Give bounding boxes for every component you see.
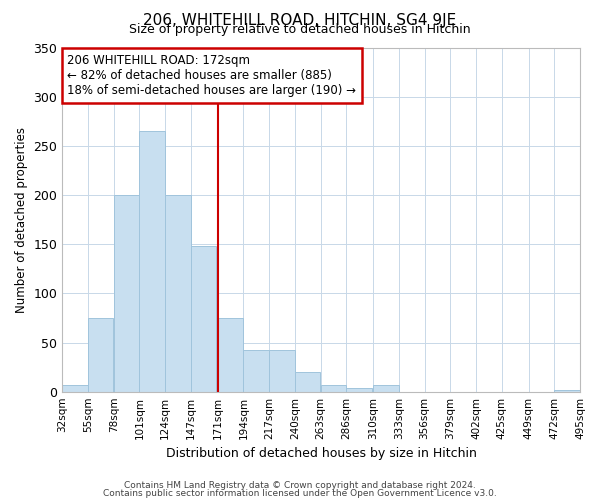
- Text: Contains HM Land Registry data © Crown copyright and database right 2024.: Contains HM Land Registry data © Crown c…: [124, 480, 476, 490]
- Bar: [62, 385, 88, 392]
- Bar: [295, 372, 320, 392]
- Bar: [373, 385, 398, 392]
- Bar: [139, 131, 165, 392]
- Bar: [269, 350, 295, 392]
- Bar: [165, 195, 191, 392]
- Text: Contains public sector information licensed under the Open Government Licence v3: Contains public sector information licen…: [103, 489, 497, 498]
- Bar: [218, 318, 243, 392]
- Text: 206 WHITEHILL ROAD: 172sqm
← 82% of detached houses are smaller (885)
18% of sem: 206 WHITEHILL ROAD: 172sqm ← 82% of deta…: [67, 54, 356, 98]
- Text: Size of property relative to detached houses in Hitchin: Size of property relative to detached ho…: [129, 22, 471, 36]
- Text: 206, WHITEHILL ROAD, HITCHIN, SG4 9JE: 206, WHITEHILL ROAD, HITCHIN, SG4 9JE: [143, 12, 457, 28]
- X-axis label: Distribution of detached houses by size in Hitchin: Distribution of detached houses by size …: [166, 447, 476, 460]
- Bar: [114, 195, 139, 392]
- Bar: [191, 246, 216, 392]
- Y-axis label: Number of detached properties: Number of detached properties: [15, 126, 28, 312]
- Bar: [554, 390, 580, 392]
- Bar: [320, 385, 346, 392]
- Bar: [88, 318, 113, 392]
- Bar: [244, 350, 269, 392]
- Bar: [346, 388, 371, 392]
